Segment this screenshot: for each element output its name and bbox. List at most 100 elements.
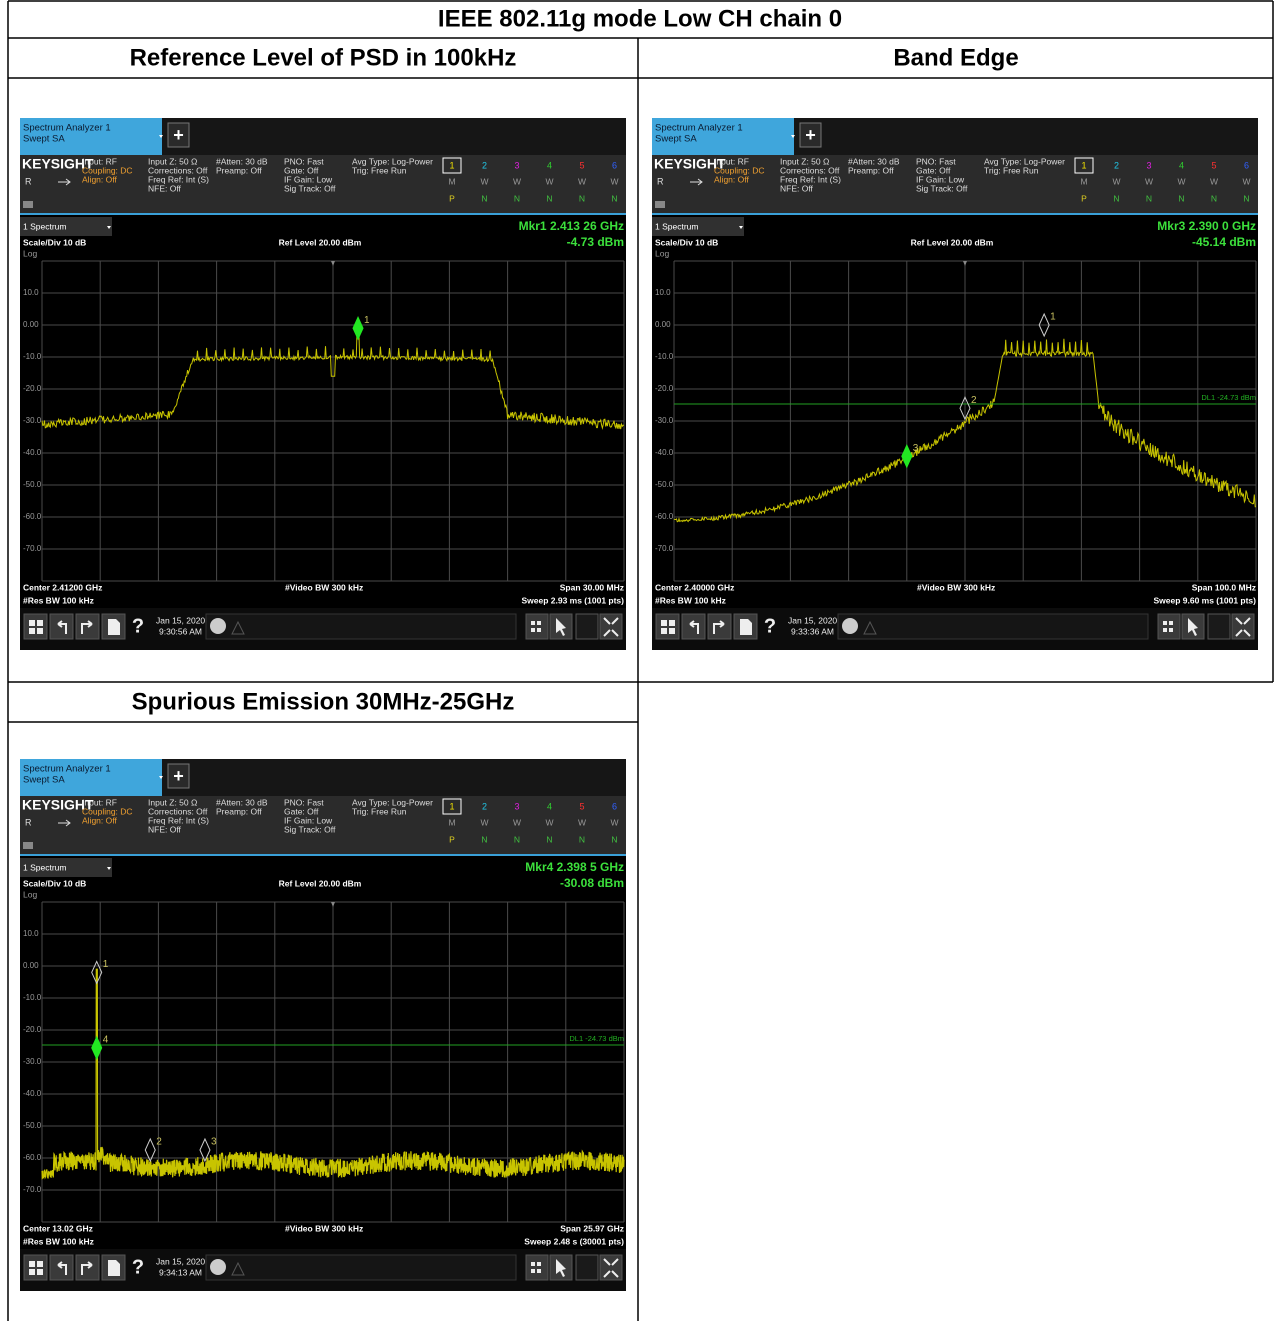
view-dropdown [20, 217, 112, 236]
marker-diamond [91, 960, 103, 985]
setting-text: Preamp: Off [216, 165, 262, 175]
trace-number: 4 [547, 801, 552, 811]
trace-detector: N [481, 834, 487, 844]
log-label: Log [655, 248, 669, 258]
trace-detector: P [449, 193, 455, 203]
toolbar-button [707, 613, 732, 640]
windows-icon [29, 1261, 43, 1275]
message-bar [205, 1254, 517, 1281]
file-icon [740, 619, 752, 635]
input-icon [690, 178, 703, 186]
help-button: ? [132, 615, 144, 637]
y-label: 0.00 [23, 320, 39, 329]
y-label: -50.0 [23, 480, 42, 489]
marker-label: 2 [971, 395, 977, 406]
date: Jan 15, 2020 [156, 1256, 205, 1266]
trace-number: 1 [1081, 160, 1086, 170]
help-button: ? [764, 615, 776, 637]
shrink-icon [603, 1258, 619, 1278]
grid-icon [531, 621, 541, 632]
brand: KEYSIGHT [654, 156, 726, 172]
trace-number: 6 [612, 160, 617, 170]
setting-text: Trig: Free Run [984, 165, 1039, 175]
setting-text: Gate: Off [916, 165, 951, 175]
spectrum-trace [41, 968, 625, 1180]
setting-text: Trig: Free Run [352, 165, 407, 175]
align-setting: Align: Off [714, 174, 749, 184]
trace-detector: N [546, 834, 552, 844]
add-button [167, 122, 190, 148]
setting-text: Trig: Free Run [352, 806, 407, 816]
marker-label: 3 [211, 1137, 217, 1148]
trace-number: 5 [1211, 160, 1216, 170]
help-button: ? [132, 1256, 144, 1278]
display-line-label: DL1 -24.73 dBm [1201, 393, 1256, 402]
setting-text: Gate: Off [284, 165, 319, 175]
marker-label: 2 [156, 1137, 162, 1148]
trace-type: W [578, 176, 586, 186]
trace-type: W [1242, 176, 1250, 186]
trace-type: W [480, 176, 488, 186]
spectrum-trace [41, 327, 625, 430]
y-label: -50.0 [655, 480, 674, 489]
trace-type: W [545, 817, 553, 827]
marker-readout: Mkr1 2.413 26 GHz [519, 219, 624, 233]
trace-detector: N [611, 193, 617, 203]
ref-level: Ref Level 20.00 dBm [279, 237, 362, 247]
brand: KEYSIGHT [22, 797, 94, 813]
res-bw: #Res BW 100 kHz [655, 595, 726, 605]
trace-type: W [513, 817, 521, 827]
res-bw: #Res BW 100 kHz [23, 1236, 94, 1246]
trace-number: 6 [1244, 160, 1249, 170]
table-title: IEEE 802.11g mode Low CH chain 0 [438, 5, 842, 32]
setting-text: NFE: Off [148, 183, 182, 193]
y-label: 0.00 [23, 961, 39, 970]
y-label: -70.0 [23, 1185, 42, 1194]
add-button [799, 122, 822, 148]
setting-text: Corrections: Off [148, 806, 208, 816]
setting-text: Avg Type: Log-Power [352, 156, 433, 166]
span: Span 30.00 MHz [560, 582, 624, 592]
setting-text: Freq Ref: Int (S) [780, 174, 841, 184]
app-tab [652, 118, 794, 155]
marker-diamond [91, 1035, 103, 1061]
toolbar-button [75, 1254, 100, 1281]
section-title: Band Edge [893, 44, 1018, 71]
y-label: -60.0 [23, 1153, 42, 1162]
y-label: -30.0 [655, 416, 674, 425]
setting-text: IF Gain: Low [284, 815, 333, 825]
y-label: -30.0 [23, 416, 42, 425]
trace-type: M [1080, 176, 1087, 186]
y-label: -60.0 [655, 512, 674, 521]
message-icon [842, 618, 858, 634]
date: Jan 15, 2020 [156, 615, 205, 625]
scale-text: Scale/Div 10 dB [23, 878, 86, 888]
marker-diamond [1038, 312, 1050, 338]
y-label: -40.0 [655, 448, 674, 457]
divider-line [20, 213, 626, 215]
y-label: 10.0 [23, 929, 39, 938]
setting-text: IF Gain: Low [284, 174, 333, 184]
message-bar [837, 613, 1149, 640]
trace-number: 2 [482, 160, 487, 170]
active-trace-box [442, 157, 462, 174]
marker-diamond [959, 395, 971, 421]
undo-icon [689, 620, 699, 634]
tab-arrow [159, 776, 163, 779]
trace-type: W [1210, 176, 1218, 186]
toolbar-button [75, 613, 100, 640]
marker-label: 4 [103, 1035, 109, 1046]
input-setting: Input: RF [714, 156, 749, 166]
view-arrow [107, 867, 111, 870]
center-frequency: Center 2.41200 GHz [23, 582, 102, 592]
sweep: Sweep 2.93 ms (1001 pts) [521, 595, 624, 605]
info-panel [20, 796, 626, 854]
grid-icon [531, 1262, 541, 1273]
setting-text: Corrections: Off [148, 165, 208, 175]
add-button-label: + [805, 125, 816, 145]
warning-icon [231, 620, 245, 635]
y-label: -10.0 [23, 352, 42, 361]
coupling-setting: Coupling: DC [82, 165, 133, 175]
trace-detector: N [611, 834, 617, 844]
